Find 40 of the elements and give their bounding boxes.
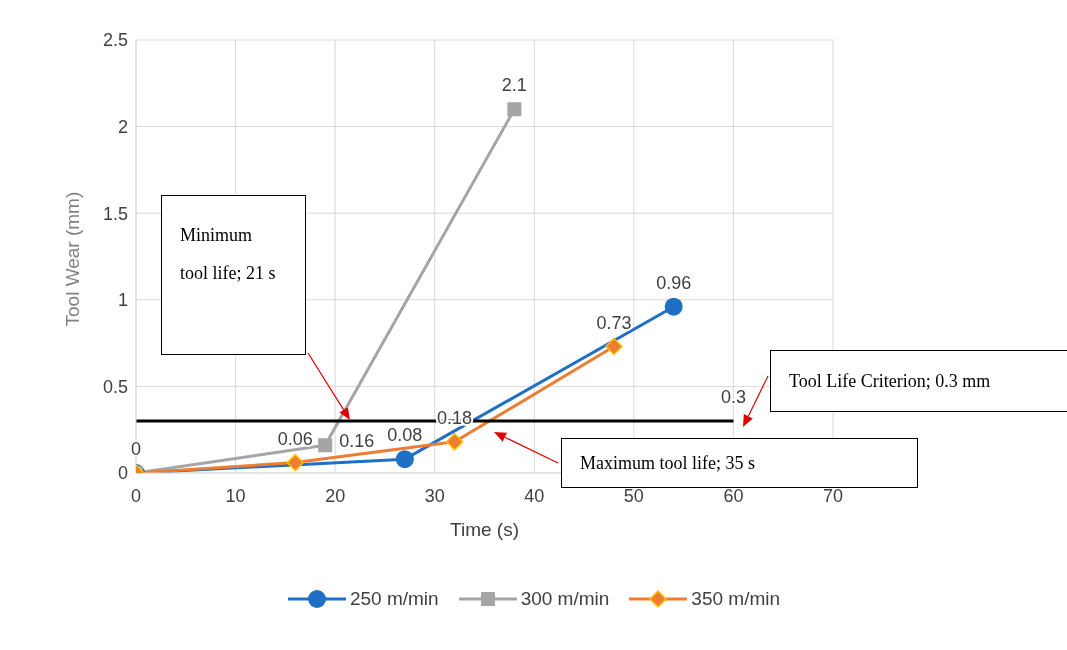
y-axis-title: Tool Wear (mm) (61, 191, 83, 327)
x-tick-label: 20 (325, 485, 346, 506)
point (507, 102, 522, 117)
point (286, 453, 305, 472)
x-axis-title: Time (s) (450, 519, 519, 540)
x-tick-label: 40 (524, 485, 545, 506)
data-label: 0 (130, 439, 142, 459)
y-tick-label: 2 (117, 116, 128, 137)
x-tick-label: 0 (130, 485, 142, 506)
y-tick-label: 1.5 (102, 203, 128, 224)
note-box: Maximum tool life; 35 s (561, 438, 918, 488)
data-label: 2.1 (501, 75, 527, 96)
data-label: 0.73 (596, 312, 632, 333)
point (605, 337, 623, 356)
annotation: Maximum tool life; 35 s (580, 452, 755, 475)
x-tick-label: 70 (822, 485, 844, 506)
point (395, 450, 414, 469)
data-label: 0.06 (277, 428, 313, 449)
point (318, 438, 333, 453)
y-tick-label: 0.5 (102, 376, 128, 397)
data-label: 0.08 (387, 425, 423, 446)
x-tick-label: 30 (424, 485, 445, 506)
x-tick-label: 60 (723, 485, 744, 506)
legend-label: 300 m/min (520, 588, 610, 610)
point (445, 433, 464, 451)
y-tick-label: 1 (117, 290, 128, 311)
note-box: Tool Life Criterion; 0.3 mm (770, 350, 1067, 412)
note-box: Minimum tool life; 21 s (161, 195, 306, 355)
legend-label: 350 m/min (691, 588, 781, 610)
legend-label: 250 m/min (349, 588, 439, 610)
x-tick-label: 10 (225, 485, 246, 506)
annotation: Minimum tool life; 21 s (180, 224, 276, 285)
x-tick-label: 50 (623, 485, 644, 506)
annotation: Tool Life Criterion; 0.3 mm (789, 370, 991, 393)
point (664, 297, 683, 316)
data-label: 0.96 (656, 272, 692, 293)
data-label: 0.3 (720, 387, 746, 408)
y-tick-label: 2.5 (102, 30, 128, 51)
data-label: 0.16 (339, 431, 375, 452)
y-tick-label: 0 (117, 463, 128, 484)
